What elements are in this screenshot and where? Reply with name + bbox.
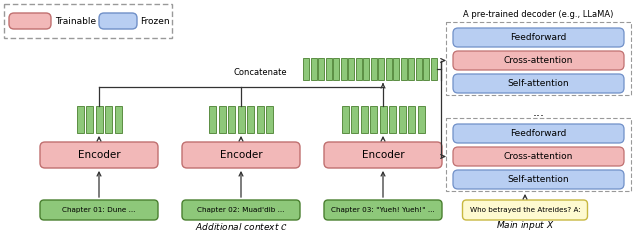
Text: Main input $X$: Main input $X$ [495,219,554,232]
Bar [371,58,377,80]
Bar [389,106,396,133]
Bar [431,58,436,80]
FancyBboxPatch shape [453,51,624,70]
Text: Concatenate: Concatenate [233,68,287,77]
Bar [247,106,254,133]
Bar [86,106,93,133]
Bar [416,58,422,80]
Bar [218,106,225,133]
Bar [360,106,367,133]
Bar [386,58,392,80]
Bar [380,106,387,133]
Bar [423,58,429,80]
Bar [370,106,377,133]
FancyBboxPatch shape [99,13,137,29]
FancyBboxPatch shape [9,13,51,29]
Bar [342,106,349,133]
Bar [311,58,317,80]
Bar [115,106,122,133]
FancyBboxPatch shape [453,28,624,47]
Bar [209,106,216,133]
Text: Trainable: Trainable [55,17,96,25]
Text: Encoder: Encoder [220,150,262,160]
FancyBboxPatch shape [453,124,624,143]
Text: Feedforward: Feedforward [510,129,566,138]
Bar [77,106,83,133]
Bar [393,58,399,80]
Text: Self-attention: Self-attention [508,79,570,88]
FancyBboxPatch shape [324,142,442,168]
FancyBboxPatch shape [453,147,624,166]
Bar [333,58,339,80]
FancyBboxPatch shape [463,200,588,220]
Text: Chapter 02: Muad'dib ...: Chapter 02: Muad'dib ... [197,207,285,213]
Bar [378,58,384,80]
Text: ...: ... [532,106,545,119]
Bar [351,106,358,133]
Bar [105,106,112,133]
FancyBboxPatch shape [182,142,300,168]
Bar [401,58,407,80]
Bar [237,106,244,133]
Bar [399,106,406,133]
Text: Feedforward: Feedforward [510,33,566,42]
Text: Chapter 03: "Yueh! Yueh!" ...: Chapter 03: "Yueh! Yueh!" ... [331,207,435,213]
Bar [95,106,102,133]
Bar [257,106,264,133]
Bar [266,106,273,133]
Bar [228,106,235,133]
Bar [417,106,424,133]
Text: Chapter 01: Dune ...: Chapter 01: Dune ... [62,207,136,213]
Text: Who betrayed the Atreides? A:: Who betrayed the Atreides? A: [470,207,580,213]
Text: Additional context $\mathcal{C}$: Additional context $\mathcal{C}$ [195,221,287,232]
Text: Cross-attention: Cross-attention [504,56,573,65]
Bar [326,58,332,80]
Text: Cross-attention: Cross-attention [504,152,573,161]
Text: Encoder: Encoder [77,150,120,160]
Bar [303,58,309,80]
Bar [340,58,347,80]
Text: Frozen: Frozen [140,17,170,25]
Text: Encoder: Encoder [362,150,404,160]
FancyBboxPatch shape [40,142,158,168]
FancyBboxPatch shape [182,200,300,220]
FancyBboxPatch shape [453,170,624,189]
Bar [408,106,415,133]
Bar [356,58,362,80]
FancyBboxPatch shape [40,200,158,220]
Bar [348,58,355,80]
FancyBboxPatch shape [324,200,442,220]
Text: A pre-trained decoder (e.g., LLaMA): A pre-trained decoder (e.g., LLaMA) [463,10,614,19]
Bar [408,58,414,80]
FancyBboxPatch shape [453,74,624,93]
Bar [364,58,369,80]
Bar [318,58,324,80]
Text: Self-attention: Self-attention [508,175,570,184]
